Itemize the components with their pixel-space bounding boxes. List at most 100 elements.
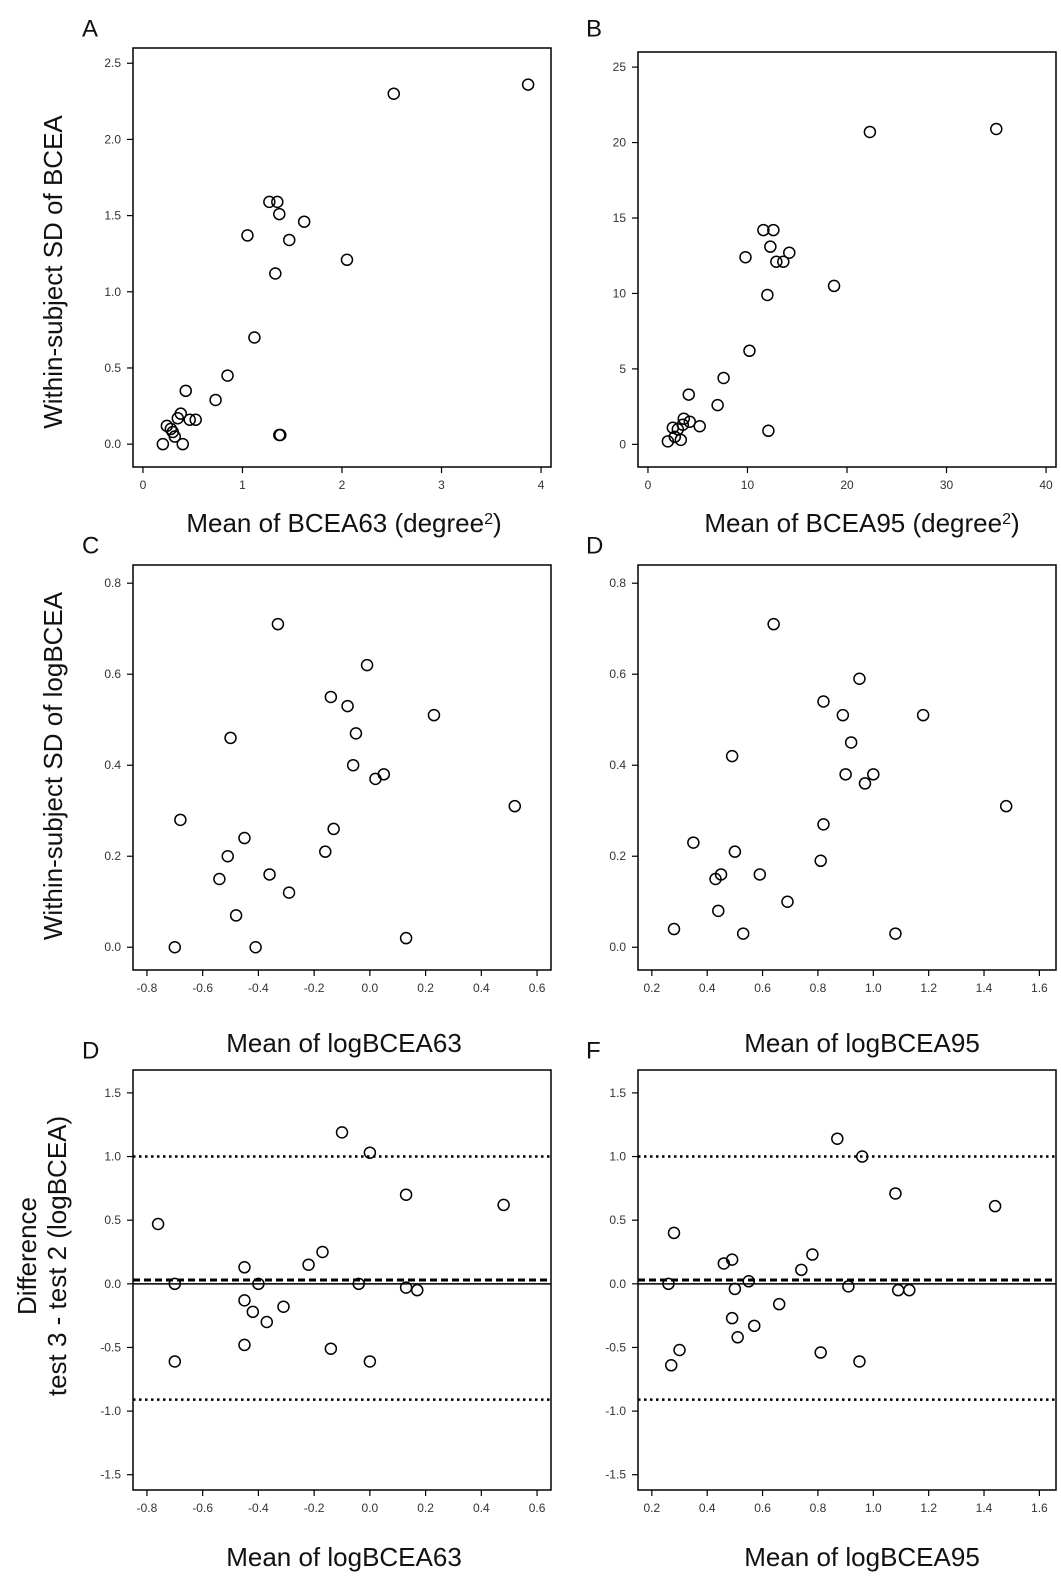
row3-ylabel-line2: test 3 - test 2 (logBCEA) (42, 1116, 72, 1396)
y-tick-label: 25 (613, 60, 627, 74)
data-point (156, 437, 170, 451)
y-tick-label: 1.0 (609, 1150, 626, 1164)
data-point (817, 818, 830, 831)
data-point (867, 768, 880, 781)
data-point (714, 868, 728, 881)
x-tick-label: 4 (538, 478, 545, 492)
data-point (674, 433, 688, 447)
y-tick-label: -1.5 (605, 1468, 626, 1482)
row2-ylabel: Within-subject SD of logBCEA (38, 591, 68, 940)
x-tick-label: 0.6 (754, 981, 771, 995)
x-tick-label: 0.6 (529, 1501, 546, 1515)
y-tick-label: 0.0 (609, 940, 626, 954)
data-point (363, 1355, 377, 1368)
x-axis-title-sup: 2 (1002, 511, 1011, 528)
data-point (168, 1355, 182, 1368)
data-point (664, 1359, 678, 1372)
data-point (795, 1263, 808, 1277)
y-tick-label: 0.8 (104, 576, 121, 590)
y-tick-label: 0.2 (609, 849, 626, 863)
data-point (712, 904, 725, 918)
data-point (711, 398, 724, 412)
data-point (844, 736, 858, 749)
y-tick-label: 2.0 (104, 132, 121, 146)
panel-letter: C (82, 532, 99, 559)
data-point (731, 1331, 744, 1344)
data-point (260, 1315, 274, 1329)
data-point (827, 279, 841, 293)
x-tick-label: -0.8 (137, 981, 158, 995)
data-point (316, 1245, 329, 1259)
x-tick-label: -0.4 (248, 1501, 269, 1515)
y-tick-label: 20 (613, 136, 627, 150)
data-point (238, 1261, 251, 1274)
data-point (836, 708, 850, 722)
data-point (990, 122, 1003, 136)
data-point (352, 1277, 365, 1291)
x-tick-label: 0.2 (417, 1501, 434, 1515)
x-tick-label: 1.6 (1031, 981, 1048, 995)
x-tick-label: 2 (339, 478, 346, 492)
x-axis-title-text: Mean of logBCEA63 (226, 1028, 462, 1058)
plot-frame (132, 564, 552, 971)
data-point (764, 240, 777, 253)
panel-letter: B (586, 15, 602, 42)
panel-1: A 0 1 2 3 4 0.0 0.5 1.0 1.5 2.0 2.5 Mean of BCEA63 (… (82, 15, 552, 538)
data-point (777, 255, 790, 269)
data-point (889, 1187, 902, 1200)
data-point (183, 413, 196, 427)
y-tick-label: 1.5 (104, 1086, 121, 1100)
x-axis-title-text: Mean of logBCEA95 (744, 1028, 980, 1058)
y-tick-label: -0.5 (100, 1340, 121, 1354)
x-tick-label: 1.4 (976, 1501, 993, 1515)
data-point (273, 428, 286, 442)
data-point (238, 831, 251, 845)
data-point (221, 369, 234, 382)
data-point (693, 420, 706, 433)
data-point (667, 922, 681, 936)
x-axis-title: Mean of logBCEA95 (744, 1028, 980, 1058)
data-point (151, 1217, 165, 1231)
data-point (842, 1280, 855, 1293)
data-point (661, 435, 675, 448)
data-point (319, 845, 332, 858)
x-tick-label: 1.4 (976, 981, 993, 995)
y-tick-label: 0.6 (104, 667, 121, 681)
data-point (271, 195, 284, 209)
data-point (271, 617, 285, 631)
y-tick-label: 5 (619, 362, 626, 376)
data-point (889, 927, 902, 940)
data-point (341, 699, 354, 713)
x-axis-title: Mean of BCEA95 (degree2) (704, 508, 1019, 538)
y-tick-label: 15 (613, 211, 627, 225)
x-axis-title-end: ) (1011, 508, 1020, 538)
y-tick-label: 0.6 (609, 667, 626, 681)
data-point (753, 868, 767, 881)
data-point (377, 768, 391, 781)
x-tick-label: 20 (840, 478, 854, 492)
x-tick-label: 0 (645, 478, 652, 492)
data-point (209, 393, 222, 407)
x-tick-label: 0.6 (529, 981, 546, 995)
x-tick-label: 10 (741, 478, 755, 492)
x-tick-label: 1.0 (865, 1501, 882, 1515)
data-point (725, 1253, 739, 1266)
data-point (770, 255, 783, 269)
x-tick-label: 30 (940, 478, 954, 492)
data-point (687, 836, 700, 849)
data-point (224, 731, 237, 745)
x-tick-label: 0.4 (699, 981, 716, 995)
x-tick-label: -0.6 (192, 1501, 213, 1515)
data-point (335, 1126, 349, 1139)
data-point (174, 813, 187, 827)
panel-6: F 0.2 0.4 0.6 0.8 1.0 1.2 1.4 1.6 -1.5 -1.0 -0.5 0.0… (586, 1037, 1057, 1572)
x-tick-label: 0.2 (417, 981, 434, 995)
x-axis-title-text: Mean of logBCEA63 (226, 1542, 462, 1572)
x-tick-label: 3 (438, 478, 445, 492)
data-point (427, 708, 441, 722)
data-point (399, 931, 413, 945)
x-tick-label: 0 (140, 478, 147, 492)
data-point (360, 658, 374, 672)
data-point (168, 940, 182, 954)
